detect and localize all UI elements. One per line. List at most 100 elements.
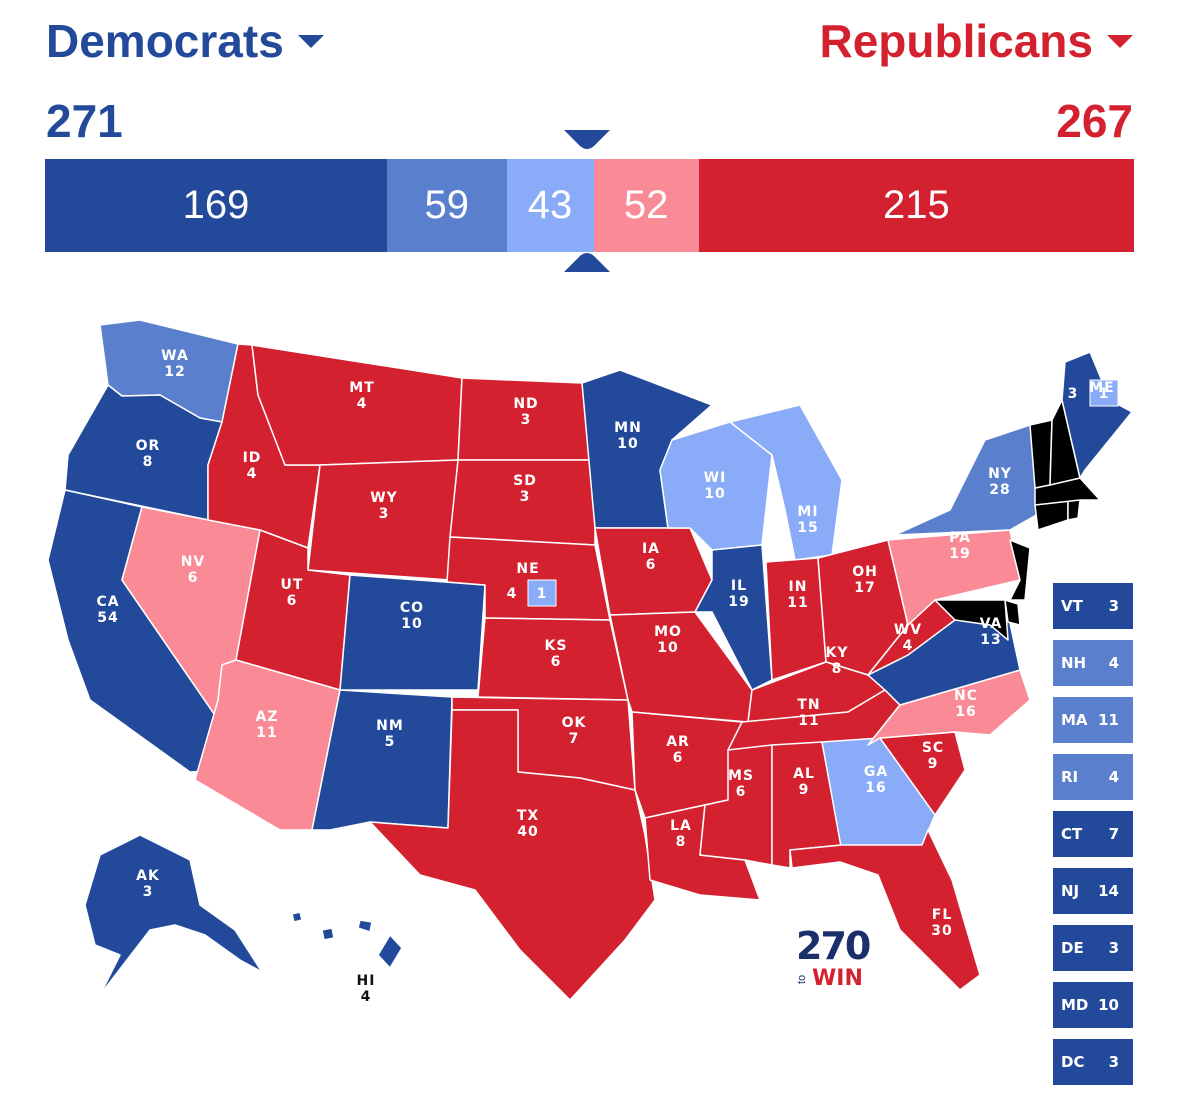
state-ev-AL: 9 — [799, 782, 810, 798]
state-PA[interactable] — [887, 529, 1021, 626]
state-CO[interactable] — [339, 574, 486, 691]
state-label-MN: MN — [614, 420, 642, 436]
small-state-abbr: NJ — [1061, 882, 1080, 900]
state-label-AZ: AZ — [256, 709, 279, 725]
bar-segment-likely_dem[interactable]: 59 — [387, 159, 507, 252]
state-ev-TX: 40 — [517, 824, 538, 840]
state-label-PA: PA — [949, 530, 971, 546]
270-marker-top-icon — [564, 130, 610, 149]
270-marker-bottom-icon — [564, 253, 610, 272]
small-state-abbr: NH — [1061, 654, 1087, 672]
state-label-KS: KS — [545, 638, 568, 654]
state-AK[interactable] — [84, 834, 263, 996]
state-MI[interactable] — [729, 404, 843, 561]
270towin-logo: 270 to WIN — [796, 924, 871, 994]
state-ev-UT: 6 — [287, 593, 298, 609]
state-ev-AR: 6 — [673, 750, 684, 766]
state-ev-MN: 10 — [617, 436, 638, 452]
state-label-NC: NC — [954, 688, 978, 704]
state-ev-TN: 11 — [798, 713, 819, 729]
small-state-abbr: DE — [1061, 939, 1084, 957]
state-ev-IA: 6 — [646, 557, 657, 573]
state-ev-WY: 3 — [379, 506, 390, 522]
state-ev-GA: 16 — [865, 780, 886, 796]
state-TX[interactable] — [369, 709, 656, 1001]
state-DE[interactable] — [1004, 599, 1021, 626]
state-FL[interactable] — [789, 829, 981, 991]
state-ev-NE: 4 — [507, 586, 518, 602]
district-box-ME[interactable] — [1089, 379, 1119, 407]
caret-down-icon — [297, 34, 324, 48]
small-state-NJ[interactable]: NJ 14 — [1052, 867, 1134, 915]
small-state-abbr: DC — [1061, 1053, 1085, 1071]
district-box-NE[interactable] — [527, 579, 557, 607]
state-label-WI: WI — [704, 470, 727, 486]
republicans-total: 267 — [1056, 95, 1133, 147]
bar-segment-safe_dem[interactable]: 169 — [45, 159, 388, 252]
state-ME[interactable] — [1061, 351, 1133, 479]
state-RI[interactable] — [1067, 499, 1081, 521]
logo-number: 270 — [796, 924, 871, 968]
state-label-SC: SC — [922, 740, 944, 756]
republicans-label: Republicans — [819, 15, 1093, 67]
state-IL[interactable] — [694, 544, 773, 691]
state-ev-IL: 19 — [728, 594, 749, 610]
state-MD[interactable] — [934, 599, 1009, 641]
state-ev-OR: 8 — [143, 454, 154, 470]
small-state-DC[interactable]: DC 3 — [1052, 1038, 1134, 1086]
state-ev-IN: 11 — [787, 595, 808, 611]
state-ev-VA: 13 — [980, 632, 1001, 648]
small-state-ev: 4 — [1108, 768, 1119, 786]
state-label-VA: VA — [980, 616, 1003, 632]
state-ev-LA: 8 — [676, 834, 687, 850]
democrats-dropdown[interactable]: Democrats — [46, 14, 324, 68]
republicans-dropdown[interactable]: Republicans — [819, 14, 1133, 68]
state-label-WY: WY — [370, 490, 398, 506]
state-label-IN: IN — [789, 579, 808, 595]
small-state-ev: 7 — [1108, 825, 1119, 843]
state-label-ME: ME — [1089, 380, 1115, 396]
state-label-AR: AR — [666, 734, 690, 750]
state-NY[interactable] — [894, 424, 1046, 536]
state-ev-AK: 3 — [143, 884, 154, 900]
state-label-CA: CA — [96, 594, 119, 610]
small-state-ev: 3 — [1108, 1053, 1119, 1071]
state-ev-MO: 10 — [657, 640, 678, 656]
state-label-NY: NY — [988, 466, 1012, 482]
state-label-MT: MT — [349, 380, 374, 396]
state-label-TX: TX — [517, 808, 539, 824]
bar-segment-lean_dem[interactable]: 43 — [506, 159, 594, 252]
state-ev-KY: 8 — [832, 661, 843, 677]
state-label-NV: NV — [181, 554, 206, 570]
state-label-FL: FL — [932, 907, 952, 923]
small-state-VT[interactable]: VT 3 — [1052, 582, 1134, 630]
state-HI[interactable] — [291, 911, 403, 969]
state-label-AK: AK — [136, 868, 160, 884]
us-electoral-map: WA12OR8CA54NV6ID4MT4WY3UT6AZ11CO10NM5ND3… — [47, 319, 1133, 1005]
bar-segment-lean_rep[interactable]: 52 — [593, 159, 699, 252]
logo-to: to — [796, 974, 808, 984]
small-state-MA[interactable]: MA 11 — [1052, 696, 1134, 744]
state-NJ[interactable] — [1009, 539, 1031, 601]
bar-segment-safe_rep[interactable]: 215 — [698, 159, 1134, 252]
state-label-UT: UT — [281, 577, 304, 593]
small-state-RI[interactable]: RI 4 — [1052, 753, 1134, 801]
small-state-ev: 11 — [1098, 711, 1119, 729]
state-label-IA: IA — [642, 541, 660, 557]
state-ev-ND: 3 — [521, 412, 532, 428]
state-ev-NV: 6 — [188, 570, 199, 586]
small-state-CT[interactable]: CT 7 — [1052, 810, 1134, 858]
state-ev-PA: 19 — [949, 546, 970, 562]
small-state-DE[interactable]: DE 3 — [1052, 924, 1134, 972]
state-label-OK: OK — [562, 715, 587, 731]
small-state-MD[interactable]: MD 10 — [1052, 981, 1134, 1029]
small-state-NH[interactable]: NH 4 — [1052, 639, 1134, 687]
small-state-abbr: MD — [1061, 996, 1089, 1014]
state-IN[interactable] — [765, 557, 827, 681]
state-ev-ME: 3 — [1068, 386, 1079, 402]
state-ev-OH: 17 — [854, 580, 875, 596]
state-label-MO: MO — [654, 624, 682, 640]
state-ev-NM: 5 — [385, 734, 396, 750]
state-ev-SD: 3 — [520, 489, 531, 505]
state-label-LA: LA — [670, 818, 692, 834]
